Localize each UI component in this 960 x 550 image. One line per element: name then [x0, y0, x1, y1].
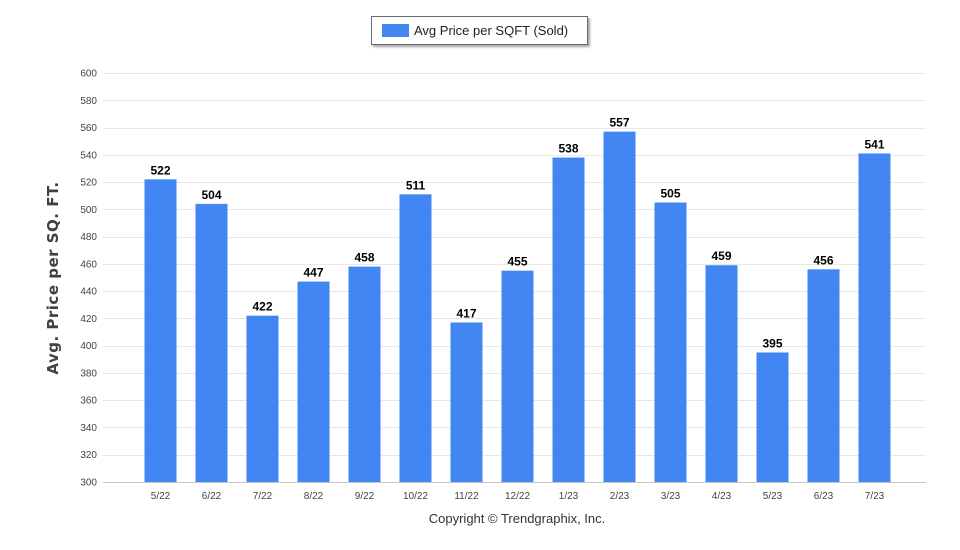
bars [144, 131, 891, 483]
y-tick-label: 380 [80, 368, 97, 379]
x-tick-label: 7/23 [865, 491, 885, 502]
bar[interactable] [654, 202, 687, 482]
x-tick-label: 12/22 [505, 491, 530, 502]
x-axis-ticks: 5/22 6/22 7/22 8/22 9/22 10/22 11/22 12/22 1/23 2… [151, 491, 885, 502]
bar-value-label: 447 [303, 266, 323, 280]
data-labels: 522 504 422 447 458 511 417 455 538 557 505 459 395 4… [150, 116, 884, 351]
bar-value-label: 395 [762, 336, 782, 350]
y-tick-label: 340 [80, 423, 97, 434]
x-tick-label: 5/22 [151, 491, 171, 502]
x-tick-label: 5/23 [763, 491, 783, 502]
bar[interactable] [246, 315, 279, 482]
y-tick-label: 540 [80, 150, 97, 161]
y-tick-label: 360 [80, 396, 97, 407]
x-tick-label: 10/22 [403, 491, 428, 502]
bar[interactable] [603, 131, 636, 482]
bar-value-label: 459 [711, 249, 731, 263]
bar-value-label: 505 [660, 187, 680, 201]
y-tick-label: 440 [80, 287, 97, 298]
y-tick-label: 400 [80, 341, 97, 352]
bar[interactable] [450, 322, 483, 482]
x-tick-label: 3/23 [661, 491, 681, 502]
y-tick-label: 520 [80, 178, 97, 189]
x-tick-label: 2/23 [610, 491, 630, 502]
legend-label: Avg Price per SQFT (Sold) [414, 23, 569, 38]
y-tick-label: 500 [80, 205, 97, 216]
bar[interactable] [144, 179, 177, 482]
x-tick-label: 1/23 [559, 491, 579, 502]
x-tick-label: 6/23 [814, 491, 834, 502]
bar-value-label: 422 [252, 300, 272, 314]
legend-swatch [382, 24, 409, 37]
bar[interactable] [501, 270, 534, 482]
y-tick-label: 560 [80, 123, 97, 134]
x-tick-label: 4/23 [712, 491, 732, 502]
bar[interactable] [756, 352, 789, 482]
bar-value-label: 417 [456, 306, 476, 320]
x-tick-label: 9/22 [355, 491, 375, 502]
bar-value-label: 538 [558, 142, 578, 156]
bar-value-label: 455 [507, 255, 527, 269]
legend[interactable]: Avg Price per SQFT (Sold) [371, 16, 588, 45]
bar[interactable] [552, 157, 585, 482]
bar-value-label: 511 [406, 178, 426, 192]
x-tick-label: 11/22 [454, 491, 479, 502]
bar-value-label: 557 [609, 116, 629, 130]
bar[interactable] [858, 153, 891, 483]
bar[interactable] [348, 266, 381, 482]
x-tick-label: 7/22 [253, 491, 273, 502]
bar-value-label: 504 [201, 188, 221, 202]
bar[interactable] [195, 203, 228, 482]
y-tick-label: 320 [80, 450, 97, 461]
y-tick-label: 420 [80, 314, 97, 325]
y-axis-ticks: 300 320 340 360 380 400 420 440 460 480 500 520 540 5… [80, 69, 97, 489]
y-axis-label: Avg. Price per SQ. FT. [44, 181, 62, 375]
bar-value-label: 522 [150, 163, 170, 177]
y-tick-label: 300 [80, 478, 97, 489]
bar-value-label: 456 [813, 253, 833, 267]
copyright-text: Copyright © Trendgraphix, Inc. [428, 511, 606, 526]
bar-value-label: 541 [864, 137, 884, 151]
bar[interactable] [399, 194, 432, 482]
x-tick-label: 8/22 [304, 491, 324, 502]
y-tick-label: 580 [80, 96, 97, 107]
bar[interactable] [705, 265, 738, 482]
y-tick-label: 480 [80, 232, 97, 243]
bar[interactable] [807, 269, 840, 482]
y-tick-label: 460 [80, 259, 97, 270]
x-tick-label: 6/22 [202, 491, 222, 502]
y-tick-label: 600 [80, 69, 97, 80]
bar-value-label: 458 [354, 251, 374, 265]
bar[interactable] [297, 281, 330, 482]
